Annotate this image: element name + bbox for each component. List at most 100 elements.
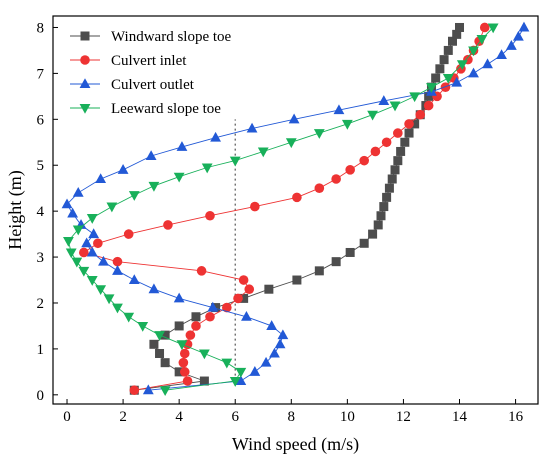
windward-slope-toe-point [160,330,170,340]
culvert-inlet-point [393,128,403,138]
windward-slope-toe-point [264,284,274,294]
windward-slope-toe-point [455,22,465,32]
leeward-slope-toe-point [201,163,213,174]
windward-slope-toe-point [435,64,445,74]
leeward-slope-toe-point [106,202,118,213]
culvert-outlet-point [88,228,100,239]
y-tick-label: 4 [37,204,45,220]
legend-label: Culvert inlet [111,53,187,69]
x-tick-label: 14 [452,409,468,425]
culvert-inlet-point [423,100,434,111]
x-tick-label: 16 [508,409,524,425]
culvert-outlet-point [145,150,157,161]
culvert-outlet-point [512,30,524,41]
culvert-outlet-point [246,122,258,133]
culvert-inlet-point [238,275,249,285]
culvert-outlet-point [288,113,300,124]
culvert-outlet-point [378,95,390,105]
windward-slope-toe-point [345,247,355,257]
y-axis-title: Height (m) [5,170,26,249]
windward-slope-toe-point [174,367,184,377]
culvert-outlet-point [266,320,278,330]
culvert-inlet-point [381,137,392,148]
culvert-outlet-point [274,338,286,349]
y-tick-label: 0 [37,388,45,404]
culvert-inlet-point [112,256,123,267]
legend-label: Windward slope toe [111,29,232,45]
leeward-slope-toe-point [229,156,241,167]
windward-slope-toe-point [424,91,434,101]
x-tick-label: 12 [396,409,411,425]
culvert-inlet-point [244,284,255,295]
culvert-outlet-point [207,301,219,312]
legend-item-windward-slope-toe: Windward slope toe [70,29,232,45]
culvert-inlet-point [79,247,89,258]
culvert-outlet-point [98,255,109,266]
leeward-slope-toe-point [103,294,115,305]
culvert-outlet-point [468,67,479,78]
leeward-slope-toe-point [456,60,468,71]
culvert-inlet-point [205,311,215,322]
legend-item-leeward-slope-toe: Leeward slope toe [70,101,221,117]
leeward-slope-toe-point [229,377,241,387]
leeward-slope-toe-point [389,101,401,112]
culvert-outlet-point [241,310,252,321]
windward-slope-toe-point [376,211,386,221]
legend-marker [80,55,90,65]
culvert-inlet-point [191,321,201,331]
x-tick-label: 6 [231,409,239,425]
culvert-inlet-point [314,183,325,193]
windward-slope-toe-point [160,358,170,368]
leeward-slope-toe-point [367,110,378,121]
windward-slope-toe-point [396,146,406,156]
culvert-outlet-point [249,366,261,376]
y-tick-label: 7 [37,66,45,82]
culvert-outlet-point [518,21,530,32]
culvert-outlet-point [117,164,129,174]
leeward-slope-toe-point [426,83,437,93]
legend-item-culvert-inlet: Culvert inlet [70,53,187,69]
leeward-slope-toe-point [487,23,499,34]
culvert-inlet-point [93,238,103,249]
legend-marker [79,78,91,88]
x-tick-label: 2 [119,409,127,425]
windward-slope-toe-point [314,266,324,276]
leeward-slope-toe-point [154,331,165,341]
x-axis-title: Wind speed (m/s) [232,434,359,455]
windward-slope-toe-point [239,293,249,303]
legend: Windward slope toe Culvert inlet Culvert o… [70,29,232,117]
x-tick-label: 10 [340,409,355,425]
windward-slope-toe-point [390,165,400,175]
culvert-outlet-point [482,58,493,69]
windward-slope-toe-point [155,348,165,358]
leeward-slope-toe-point [476,34,488,45]
culvert-outlet-point [269,347,280,358]
windward-slope-toe-point [199,376,209,386]
windward-slope-toe-point [387,174,397,184]
leeward-slope-toe-point [72,225,84,236]
culvert-inlet-point [205,210,215,221]
leeward-slope-toe-point [468,46,479,57]
windward-slope-toe-point [331,257,341,267]
leeward-slope-toe-point [86,276,98,286]
windward-slope-toe-point [439,55,449,65]
leeward-slope-toe-point [173,172,185,183]
leeward-slope-toe-point [123,312,135,323]
culvert-outlet-point [235,375,247,386]
windward-slope-toe-point [373,220,383,230]
legend-label: Culvert outlet [111,77,195,93]
y-tick-label: 1 [37,342,45,358]
leeward-slope-toe-point [63,236,74,247]
culvert-outlet-point [67,207,79,218]
culvert-outlet-point [81,237,93,248]
culvert-outlet-point [260,356,272,367]
x-tick-label: 8 [288,409,296,425]
windward-slope-toe-point [431,73,441,83]
leeward-slope-toe-point [65,248,77,259]
culvert-outlet-point [112,265,123,275]
leeward-slope-toe-point [409,92,421,103]
y-tick-label: 2 [37,296,45,312]
leeward-slope-toe-point [86,214,98,224]
leeward-slope-toe-point [128,191,140,201]
y-tick-label: 6 [37,112,45,128]
